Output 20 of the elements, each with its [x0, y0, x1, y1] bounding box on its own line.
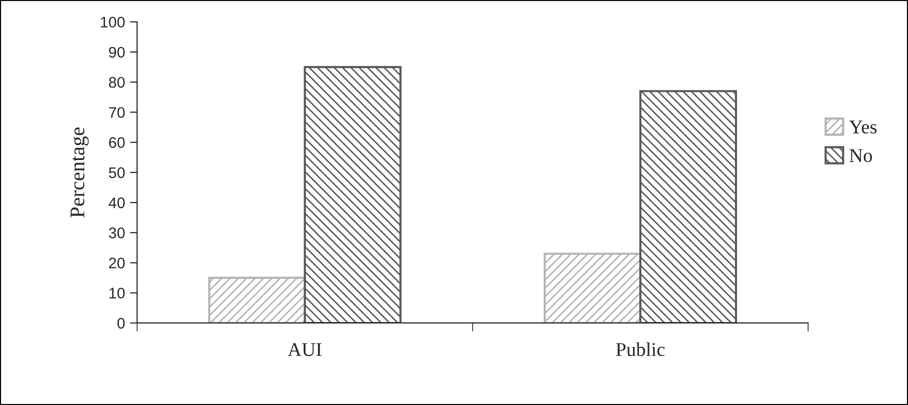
y-tick-label: 70	[109, 107, 125, 118]
y-tick-label: 0	[117, 318, 125, 329]
legend-label: Yes	[849, 120, 877, 134]
y-tick-label: 90	[109, 46, 125, 58]
x-tick-label: AUI	[288, 343, 322, 356]
bar	[544, 252, 642, 323]
bar	[304, 66, 402, 323]
y-tick-label: 40	[108, 197, 125, 208]
y-tick-label: 80	[108, 76, 125, 88]
y-tick-label: 20	[109, 258, 125, 268]
x-tick-label: Public	[616, 342, 665, 356]
y-tick-label: 60	[109, 137, 125, 148]
legend-label: No	[850, 149, 872, 162]
y-axis-title: Percentage	[70, 127, 89, 218]
bar	[639, 90, 738, 323]
y-tick-label: 50	[108, 167, 125, 178]
y-tick-label: 100	[100, 16, 125, 28]
y-tick-label: 10	[109, 288, 125, 299]
bar	[208, 276, 306, 323]
y-tick-label: 30	[108, 228, 125, 238]
